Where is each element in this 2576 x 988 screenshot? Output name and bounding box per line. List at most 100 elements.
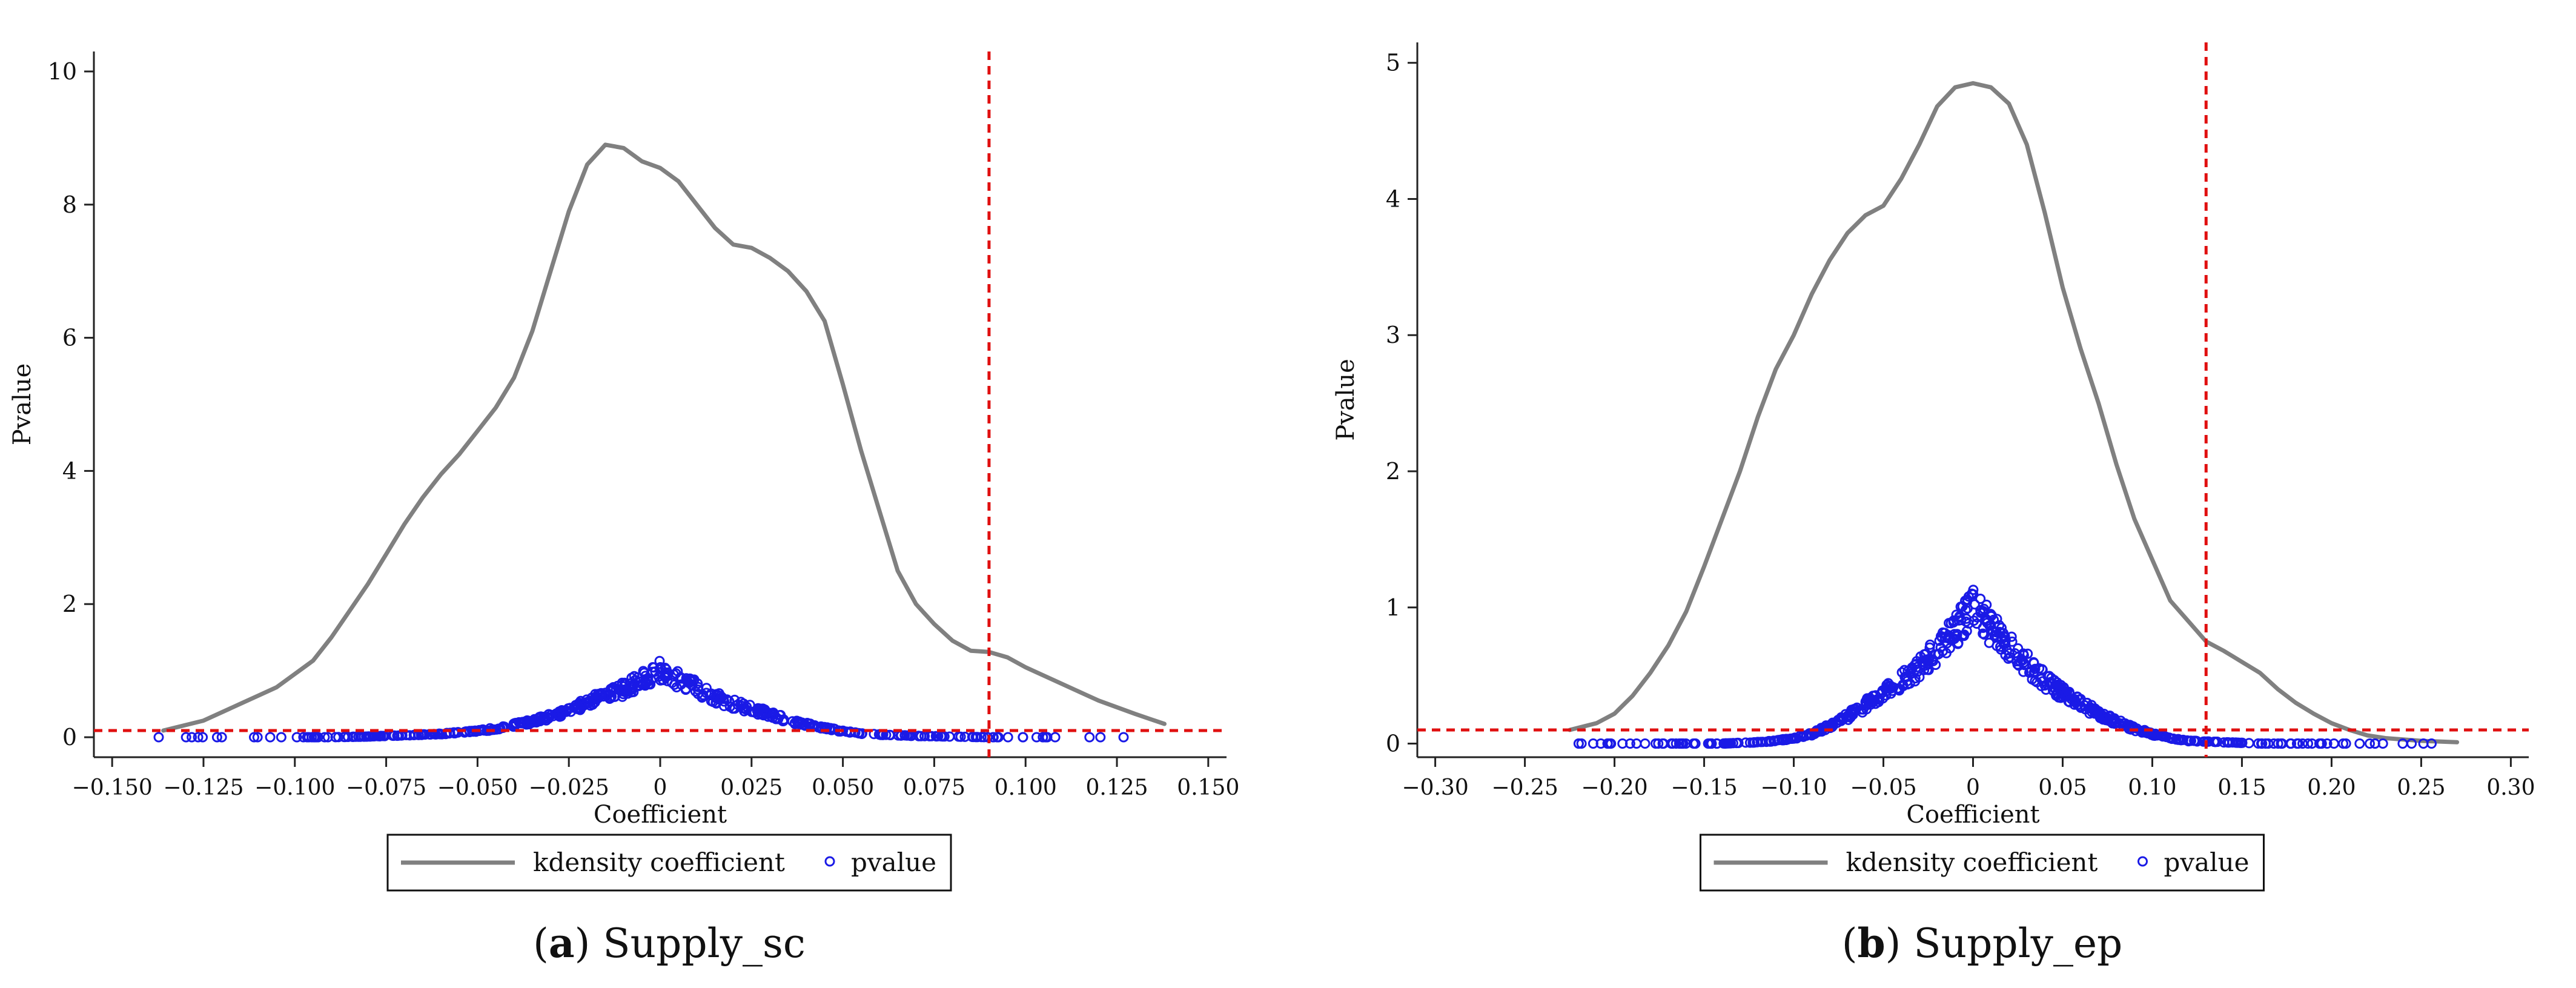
x-tick-label: 0.075 xyxy=(903,775,965,800)
pvalue-point xyxy=(1772,735,1783,746)
pvalue-point xyxy=(669,679,680,690)
pvalue-point xyxy=(2297,738,2308,749)
x-tick-label: 0.150 xyxy=(1177,775,1239,800)
x-tick-label: −0.25 xyxy=(1491,775,1558,800)
pvalue-point xyxy=(2022,648,2033,659)
pvalue-point xyxy=(1985,620,1996,631)
pvalue-point xyxy=(1706,738,1717,749)
pvalue-point xyxy=(576,701,587,712)
pvalue-point xyxy=(967,732,978,742)
x-tick-label: 0.25 xyxy=(2397,775,2445,800)
x-tick-label: 0.050 xyxy=(812,775,874,800)
pvalue-point xyxy=(252,732,263,743)
pvalue-point xyxy=(1992,614,2002,625)
x-tick-label: 0.10 xyxy=(2128,775,2176,800)
caption-letter: a xyxy=(549,920,575,967)
pvalue-point xyxy=(853,728,864,738)
pvalue-point xyxy=(2085,702,2096,713)
pvalue-point xyxy=(926,731,937,741)
pvalue-point xyxy=(1674,738,1684,749)
y-tick-label: 0 xyxy=(1386,731,1400,757)
pvalue-point xyxy=(1924,654,1935,665)
pvalue-point xyxy=(1860,696,1871,707)
pvalue-point xyxy=(2365,738,2375,749)
pvalue-point xyxy=(675,672,686,683)
pvalue-point xyxy=(365,731,376,742)
pvalue-point xyxy=(2029,666,2040,677)
panel-caption: (b) Supply_ep xyxy=(1842,920,2123,967)
pvalue-point xyxy=(1778,734,1789,744)
pvalue-point xyxy=(540,712,551,723)
pvalue-point xyxy=(2007,636,2018,647)
pvalue-point xyxy=(758,707,769,718)
pvalue-point xyxy=(1744,737,1755,748)
legend-box xyxy=(1700,834,2265,892)
legend-marker-label: pvalue xyxy=(851,847,936,877)
pvalue-point xyxy=(517,718,528,729)
caption-open-paren: ( xyxy=(1842,920,1858,967)
x-tick-label: 0.125 xyxy=(1086,775,1148,800)
pvalue-point xyxy=(1757,737,1768,748)
pvalue-point xyxy=(265,732,276,743)
pvalue-point xyxy=(1095,732,1106,743)
pvalue-point xyxy=(2028,657,2039,668)
y-tick-label: 3 xyxy=(1386,322,1400,348)
x-tick-label: −0.05 xyxy=(1850,775,1916,800)
pvalue-point xyxy=(298,732,309,743)
caption-open-paren: ( xyxy=(533,920,549,967)
y-tick-label: 0 xyxy=(62,724,77,751)
x-tick-label: 0.20 xyxy=(2307,775,2356,800)
pvalue-point xyxy=(1733,737,1743,748)
x-axis-title: Coefficient xyxy=(594,801,727,829)
pvalue-point xyxy=(2058,682,2068,693)
pvalue-point xyxy=(1050,732,1061,743)
pvalue-point xyxy=(1617,738,1628,749)
pvalue-point xyxy=(291,732,302,743)
pvalue-point xyxy=(193,732,204,743)
y-tick-label: 8 xyxy=(62,191,77,218)
pvalue-point xyxy=(655,666,666,677)
x-tick-label: 0.05 xyxy=(2038,775,2087,800)
x-tick-label: 0.100 xyxy=(995,775,1057,800)
pvalue-point xyxy=(1985,611,1996,622)
pvalue-point xyxy=(955,731,966,742)
pvalue-point xyxy=(740,704,751,715)
x-tick-label: −0.125 xyxy=(163,775,243,800)
pvalue-point xyxy=(1975,594,1986,604)
pvalue-point xyxy=(1961,613,1972,624)
x-tick-label: 0.30 xyxy=(2486,775,2535,800)
pvalue-point xyxy=(534,713,545,724)
pvalue-point xyxy=(1943,630,1954,640)
pvalue-point xyxy=(792,717,803,728)
pvalue-point xyxy=(2173,734,2184,745)
pvalue-point xyxy=(1018,732,1028,743)
pvalue-point xyxy=(825,723,836,734)
pvalue-point xyxy=(1606,738,1617,749)
pvalue-point xyxy=(604,694,615,704)
y-tick-label: 4 xyxy=(1386,185,1400,212)
pvalue-point xyxy=(1945,618,1956,629)
x-tick-label: −0.100 xyxy=(254,775,335,800)
pvalue-point xyxy=(1953,638,1964,649)
x-tick-label: −0.075 xyxy=(346,775,426,800)
x-tick-label: 0 xyxy=(654,775,667,800)
pvalue-scatter xyxy=(1573,585,2437,749)
pvalue-point xyxy=(1968,589,1979,600)
pvalue-point xyxy=(758,710,769,721)
pvalue-point xyxy=(1981,599,1992,610)
pvalue-point xyxy=(2293,738,2304,749)
pvalue-point xyxy=(937,731,948,742)
legend-line-label: kdensity coefficient xyxy=(1846,847,2098,877)
pvalue-point xyxy=(1894,685,1905,695)
pvalue-point xyxy=(2354,738,2365,749)
pvalue-point xyxy=(449,728,460,738)
pvalue-point xyxy=(509,718,520,729)
panel-caption: (a) Supply_sc xyxy=(533,920,806,967)
x-tick-label: −0.025 xyxy=(529,775,609,800)
x-axis-title: Coefficient xyxy=(1906,801,2039,829)
pvalue-point xyxy=(1595,738,1606,749)
pvalue-point xyxy=(688,675,699,686)
pvalue-point xyxy=(1979,629,1990,640)
pvalue-point xyxy=(2041,685,2051,695)
